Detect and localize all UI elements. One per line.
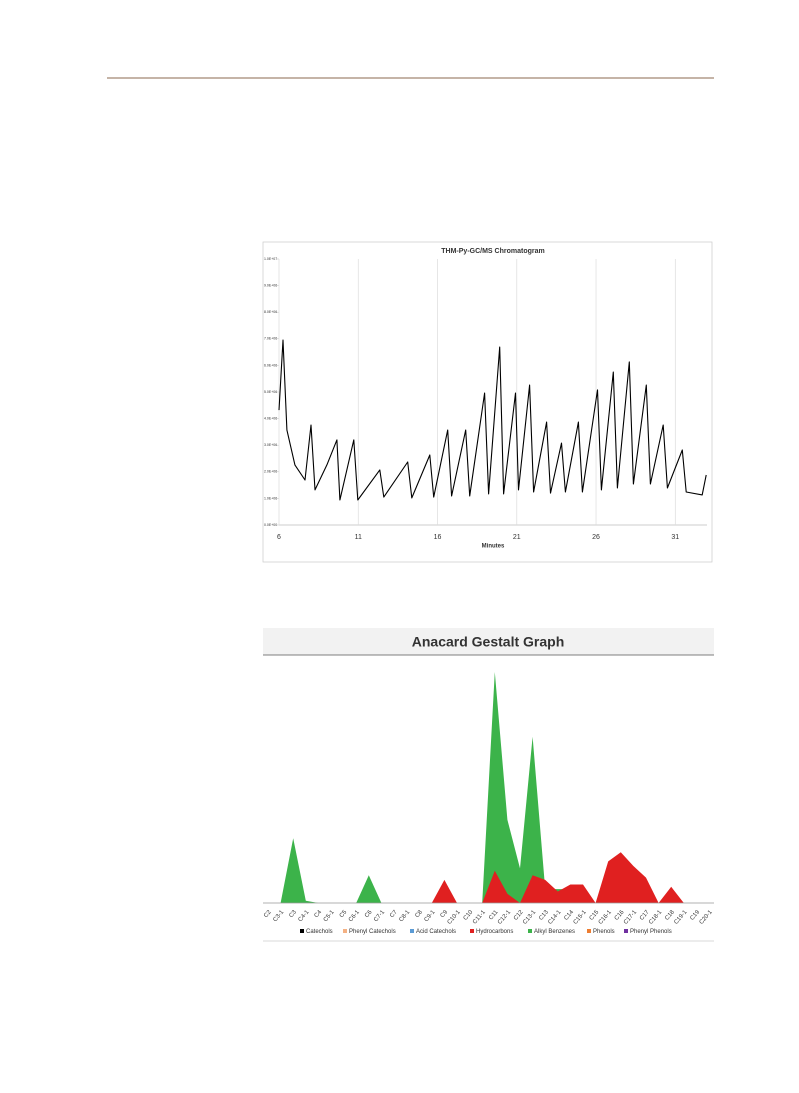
chart-frame: [262, 241, 713, 563]
legend-swatch: [470, 929, 474, 933]
legend-swatch: [528, 929, 532, 933]
x-tick-label: C16-1: [598, 909, 614, 926]
x-tick-label: C18-1: [648, 909, 664, 926]
x-tick-label: C14-1: [547, 909, 563, 926]
x-tick-label: C19-1: [673, 909, 689, 926]
legend-swatch: [410, 929, 414, 933]
x-tick-label: 6: [277, 534, 281, 541]
y-tick-label: 1.0E+06: [264, 496, 277, 500]
y-tick-label: 3.0E+06: [264, 443, 277, 447]
legend-label: Alkyl Benzenes: [534, 929, 575, 935]
x-tick-label: C13-1: [522, 909, 538, 926]
x-axis-label: Minutes: [482, 544, 505, 550]
area: [268, 852, 709, 903]
y-tick-label: 5.0E+06: [264, 390, 277, 394]
y-tick-label: 1.0E+07: [264, 257, 277, 261]
legend-swatch: [300, 929, 304, 933]
x-tick-label: 16: [434, 534, 442, 541]
y-tick-label: 4.0E+06: [264, 417, 277, 421]
y-tick-label: 7.0E+06: [264, 337, 277, 341]
x-tick-label: C4: [314, 909, 324, 919]
chromatogram-line: [278, 339, 707, 501]
x-tick-label: C17-1: [623, 909, 639, 926]
legend-label: Phenols: [593, 929, 615, 935]
y-tick-label: 6.0E+06: [264, 363, 277, 367]
x-tick-label: C11-1: [472, 909, 487, 926]
legend-swatch: [624, 929, 628, 933]
x-tick-label: C8-1: [398, 909, 411, 923]
x-tick-label: C20-1: [699, 909, 715, 926]
x-tick-label: C3-1: [272, 909, 285, 923]
x-tick-label: 11: [355, 534, 362, 541]
x-tick-label: 26: [592, 534, 600, 541]
legend-label: Phenyl Phenols: [630, 929, 672, 935]
x-tick-label: C6-1: [348, 909, 361, 923]
x-tick-label: C3: [288, 909, 298, 919]
x-tick-label: C7: [389, 909, 399, 919]
legend-swatch: [587, 929, 591, 933]
x-tick-label: C7-1: [373, 909, 386, 923]
x-tick-label: 31: [671, 534, 679, 541]
y-tick-label: 9.0E+06: [264, 284, 277, 288]
y-tick-label: 8.0E+06: [264, 310, 277, 314]
x-tick-label: C12-1: [497, 909, 513, 926]
y-tick-label: 0.0E+00: [264, 523, 277, 527]
title-band: [263, 628, 714, 655]
y-tick-label: 2.0E+06: [264, 470, 277, 474]
area: [268, 672, 709, 903]
x-tick-label: C10-1: [447, 909, 463, 926]
x-tick-label: C6: [364, 909, 374, 919]
legend-label: Catechols: [306, 929, 333, 935]
chart-title: Anacard Gestalt Graph: [412, 634, 565, 650]
x-tick-label: C9-1: [424, 909, 437, 923]
x-tick-label: C11: [488, 909, 500, 921]
x-tick-label: C5: [339, 909, 349, 919]
legend-label: Acid Catechols: [416, 929, 456, 935]
x-tick-label: C8: [414, 909, 424, 919]
chart-title: THM-Py-GC/MS Chromatogram: [441, 248, 544, 255]
x-tick-label: C4-1: [298, 909, 311, 923]
x-tick-label: 21: [513, 534, 521, 541]
legend-swatch: [343, 929, 347, 933]
legend-label: Phenyl Catechols: [349, 929, 396, 935]
x-tick-label: C5-1: [323, 909, 336, 923]
x-tick-label: C15-1: [573, 909, 589, 926]
x-tick-label: C9: [440, 909, 450, 919]
legend-label: Hydrocarbons: [476, 929, 513, 935]
x-tick-label: C2: [263, 909, 273, 919]
